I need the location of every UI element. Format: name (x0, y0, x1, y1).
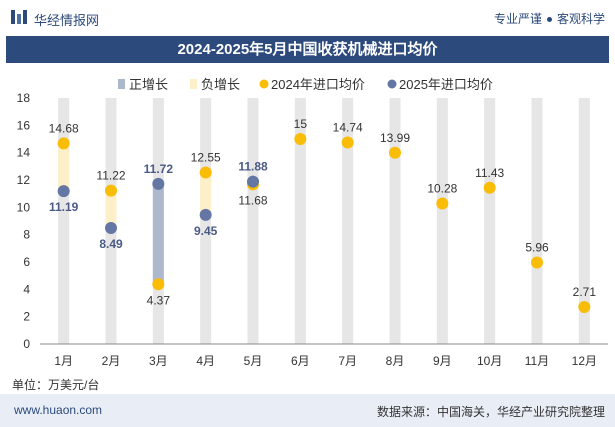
data-label-2024: 11.68 (238, 193, 267, 207)
background-bar (200, 98, 212, 344)
point-2024 (483, 181, 496, 194)
y-tick-label: 2 (23, 310, 30, 324)
data-label-2024: 11.43 (475, 166, 504, 180)
point-2025 (105, 221, 117, 234)
negative-change-bar (58, 143, 70, 192)
x-tick-label: 6月 (291, 354, 310, 368)
y-tick-label: 10 (17, 200, 31, 214)
point-2024 (531, 256, 543, 269)
background-bar (294, 98, 306, 344)
website-url: www.huaon.com (14, 403, 103, 417)
data-label-2025: 11.72 (144, 162, 174, 176)
footer: www.huaon.com 数据来源：中国海关，华经产业研究院整理 (0, 394, 615, 427)
y-tick-label: 16 (17, 118, 31, 132)
y-tick-label: 14 (17, 146, 31, 160)
x-tick-label: 10月 (477, 354, 502, 368)
point-2024 (341, 136, 354, 149)
negative-change-bar (200, 172, 212, 215)
data-label-2024: 10.28 (427, 182, 457, 196)
point-2024 (389, 146, 401, 159)
x-tick-label: 4月 (196, 354, 215, 368)
background-bar (389, 98, 401, 344)
brand-name: 华经情报网 (34, 13, 100, 28)
x-tick-label: 11月 (525, 354, 549, 368)
background-bar (578, 98, 590, 344)
unit-label: 单位：万美元/台 (12, 378, 100, 392)
x-tick-label: 9月 (433, 354, 452, 368)
point-2024 (436, 197, 449, 210)
chart-title: 2024-2025年5月中国收获机械进口均价 (177, 41, 438, 58)
x-tick-label: 5月 (244, 354, 263, 368)
point-2025 (57, 185, 70, 198)
background-bar (247, 98, 259, 344)
data-label-2025: 11.19 (49, 200, 79, 214)
legend-label-3: 2025年进口均价 (399, 77, 493, 92)
point-2025 (199, 208, 212, 221)
negative-change-bar (105, 190, 117, 228)
data-source: 数据来源：中国海关，华经产业研究院整理 (376, 405, 605, 419)
top-bar: 华经情报网 专业严谨 客观科学 (0, 0, 615, 36)
logo-icon (11, 10, 27, 24)
background-bar (58, 98, 70, 344)
background-bar (342, 98, 354, 344)
data-label-2024: 14.74 (333, 121, 363, 135)
legend-label-0: 正增长 (129, 77, 168, 92)
slogan: 专业严谨 客观科学 (494, 10, 605, 27)
point-2024 (294, 133, 307, 145)
x-tick-label: 1月 (54, 354, 73, 368)
slogan-left: 专业严谨 (493, 12, 542, 26)
point-2025 (152, 177, 165, 190)
point-2024 (152, 278, 165, 291)
y-tick-label: 8 (23, 228, 30, 242)
y-tick-label: 18 (17, 91, 31, 105)
point-2024 (199, 166, 212, 179)
x-tick-label: 2月 (102, 354, 121, 368)
background-bar (531, 98, 543, 344)
data-label-2024: 2.71 (573, 285, 597, 299)
point-2024 (578, 300, 591, 313)
data-label-2025: 9.45 (194, 224, 218, 238)
background-bar (436, 98, 448, 344)
legend-label-2: 2024年进口均价 (271, 77, 365, 92)
background-bar (484, 98, 496, 344)
data-label-2024: 5.96 (525, 241, 549, 255)
chart: 正增长 负增长 2024年进口均价 2025年进口均价 0 2 4 6 8 10 12 14 16 18 1… (17, 77, 608, 368)
point-2024 (57, 137, 70, 150)
x-tick-label: 3月 (149, 354, 168, 368)
point-2025 (247, 175, 259, 188)
x-tick-label: 7月 (338, 354, 357, 368)
legend-swatch-1 (190, 79, 197, 89)
legend-swatch-0 (118, 79, 125, 89)
y-tick-label: 12 (17, 173, 31, 187)
title-bar: 2024-2025年5月中国收获机械进口均价 (6, 36, 609, 63)
data-label-2024: 12.55 (191, 150, 221, 164)
x-tick-label: 12月 (572, 354, 597, 368)
data-label-2024: 4.37 (147, 293, 171, 307)
slogan-right: 客观科学 (556, 12, 605, 26)
positive-change-bar (152, 183, 164, 285)
dot-icon (546, 17, 552, 23)
data-label-2024: 15 (294, 117, 308, 131)
data-label-2025: 8.49 (99, 237, 123, 251)
y-tick-label: 0 (23, 337, 30, 351)
legend-swatch-2 (259, 79, 269, 89)
data-label-2024: 13.99 (380, 131, 410, 145)
legend-label-1: 负增长 (201, 77, 240, 92)
data-label-2024: 14.68 (49, 121, 79, 135)
x-tick-label: 8月 (386, 354, 405, 368)
data-label-2025: 11.88 (238, 160, 268, 174)
y-tick-label: 6 (23, 255, 30, 269)
data-label-2024: 11.22 (96, 169, 125, 183)
legend-swatch-3 (387, 79, 397, 89)
point-2024 (105, 184, 117, 197)
y-tick-label: 4 (23, 282, 30, 296)
